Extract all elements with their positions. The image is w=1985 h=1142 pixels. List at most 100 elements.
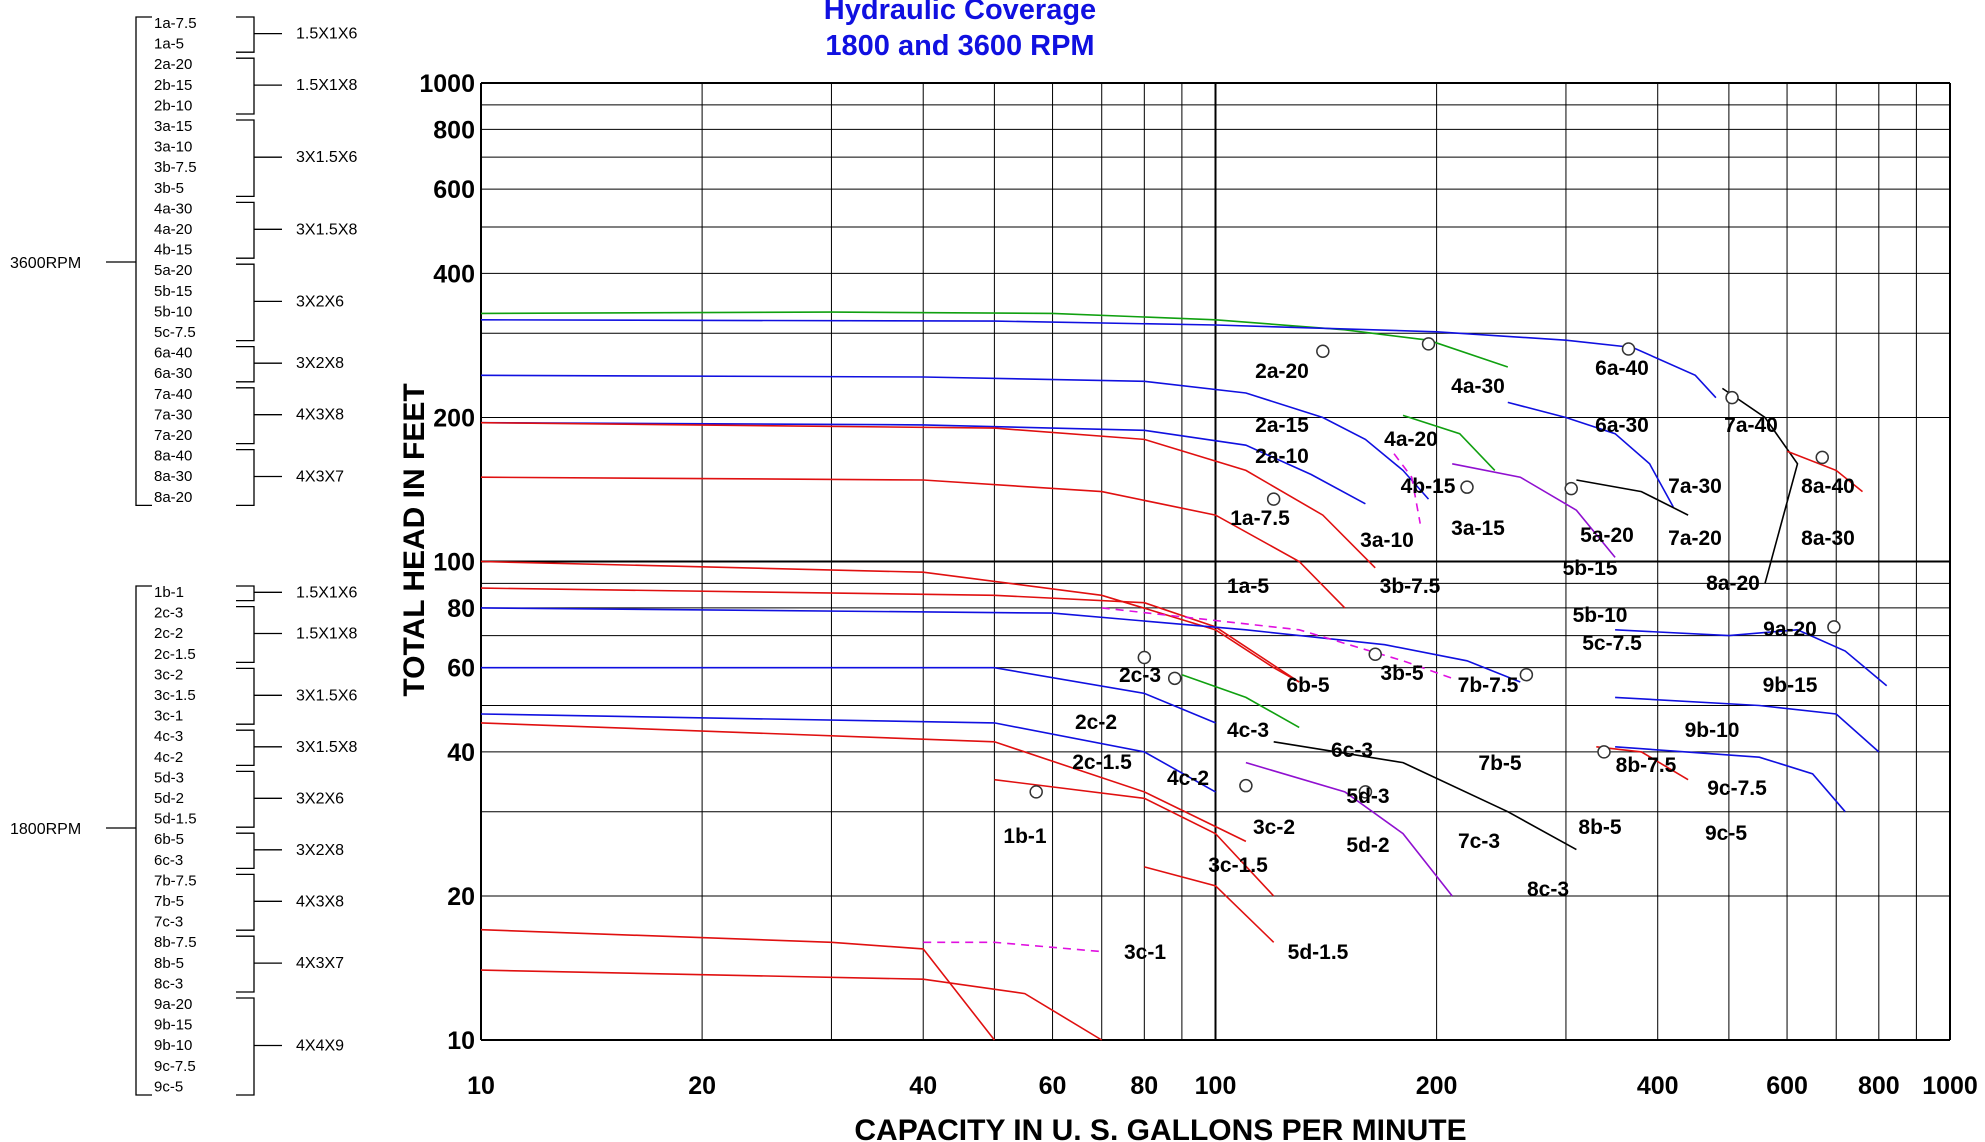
legend-item: 5b-10 [154,303,192,320]
legend-item: 3b-5 [154,180,184,197]
pump-curve [1452,463,1616,558]
legend-item: 3c-1.5 [154,687,196,704]
bep-marker [1460,480,1474,494]
pump-curve [1144,866,1275,943]
pump-curve [480,607,1521,683]
legend-pump-size: 1.5X1X6 [296,26,357,43]
legend-item: 7a-30 [154,406,192,423]
legend-item: 3a-15 [154,118,192,135]
legend-item: 4b-15 [154,242,192,259]
legend-item: 9c-7.5 [154,1058,196,1075]
curve-label: 2c-3 [1119,664,1161,687]
legend-item: 8c-3 [154,975,183,992]
x-tick-label: 80 [1130,1072,1158,1100]
curve-label: 4c-3 [1227,719,1269,742]
legend-item: 2b-10 [154,97,192,114]
pump-curve [1181,673,1300,729]
y-tick-label: 800 [433,116,475,144]
legend-pump-size: 3X1.5X6 [296,149,357,166]
x-tick-label: 200 [1416,1072,1458,1100]
y-tick-label: 1000 [419,70,475,98]
legend-group-bracket [236,997,282,1096]
legend-pump-size: 3X1.5X8 [296,739,357,756]
curve-label: 6a-30 [1595,414,1649,437]
x-tick-label: 100 [1195,1072,1237,1100]
legend-pump-size: 3X2X6 [296,293,344,310]
bep-marker [1167,671,1182,686]
legend-pump-size: 3X1.5X8 [296,221,357,238]
pump-curve [480,722,1247,843]
legend-rpm-bracket [106,585,152,1096]
legend-item: 7b-5 [154,893,184,910]
y-tick-label: 60 [447,655,475,683]
pump-curve [480,560,1300,683]
curve-label: 3b-5 [1380,662,1424,685]
legend-pump-size: 4X3X8 [296,407,344,424]
curve-label: 8a-20 [1706,572,1760,595]
bep-marker [1519,667,1534,682]
pump-curve [1615,628,1888,687]
curve-label: 3c-2 [1253,816,1295,839]
x-tick-label: 800 [1858,1072,1900,1100]
legend-item: 6a-40 [154,345,192,362]
legend-item: 3b-7.5 [154,159,197,176]
y-tick-label: 20 [447,883,475,911]
y-tick-label: 400 [433,260,475,288]
legend-group-bracket [236,119,282,198]
bep-marker [1564,481,1578,496]
legend-item: 5d-1.5 [154,811,197,828]
x-tick-label: 400 [1637,1072,1679,1100]
pump-curve [1576,479,1689,516]
legend-pump-size: 3X1.5X6 [296,687,357,704]
pump-curve [1402,414,1496,471]
x-tick-label: 40 [909,1072,937,1100]
legend-pump-size: 4X3X8 [296,893,344,910]
legend-group-bracket [236,57,282,115]
legend-item: 7b-7.5 [154,872,197,889]
pump-curve [480,374,1430,500]
curve-label: 3c-1 [1124,941,1166,964]
legend-group-bracket [236,448,282,507]
legend-item: 3a-10 [154,139,192,156]
legend-item: 6b-5 [154,831,184,848]
curve-label: 3b-7.5 [1380,575,1441,598]
bep-marker [1621,342,1636,356]
curve-label: 3a-10 [1360,529,1414,552]
pump-curve [923,941,1102,953]
legend-item: 4c-2 [154,749,183,766]
curve-label: 2a-15 [1255,414,1309,437]
curve-label: 1b-1 [1003,825,1047,848]
legend-item: 6a-30 [154,365,192,382]
curve-label: 7a-20 [1668,527,1722,550]
legend-item: 2b-15 [154,77,192,94]
legend-group-bracket [236,770,282,828]
x-tick-label: 60 [1039,1072,1067,1100]
legend-item: 7a-40 [154,386,192,403]
pump-curve [480,928,996,1041]
curve-label: 7a-40 [1724,414,1778,437]
bep-marker [1827,620,1841,634]
curve-label: 9b-15 [1763,674,1818,697]
legend-item: 8a-30 [154,468,192,485]
legend-item: 5d-2 [154,790,184,807]
legend-group-bracket [236,873,282,931]
legend-rpm-bracket [106,16,152,507]
pump-curve [1786,450,1864,493]
legend-item: 8a-40 [154,448,192,465]
legend-pump-size: 1.5X1X8 [296,77,357,94]
chart-title-line2: 1800 and 3600 RPM [825,30,1095,62]
legend-group-bracket [236,935,282,993]
pump-curve [1615,696,1880,753]
pump-curve [1596,746,1689,781]
y-tick-label: 80 [447,595,475,623]
curve-label: 6b-5 [1286,674,1330,697]
legend-item: 1a-5 [154,36,184,53]
curve-label: 1a-5 [1227,575,1269,598]
curve-label: 8b-5 [1578,816,1622,839]
pump-curve [1507,401,1675,508]
legend-group-bracket [236,263,282,342]
legend-item: 2c-2 [154,625,183,642]
curve-label: 6a-40 [1595,357,1649,380]
